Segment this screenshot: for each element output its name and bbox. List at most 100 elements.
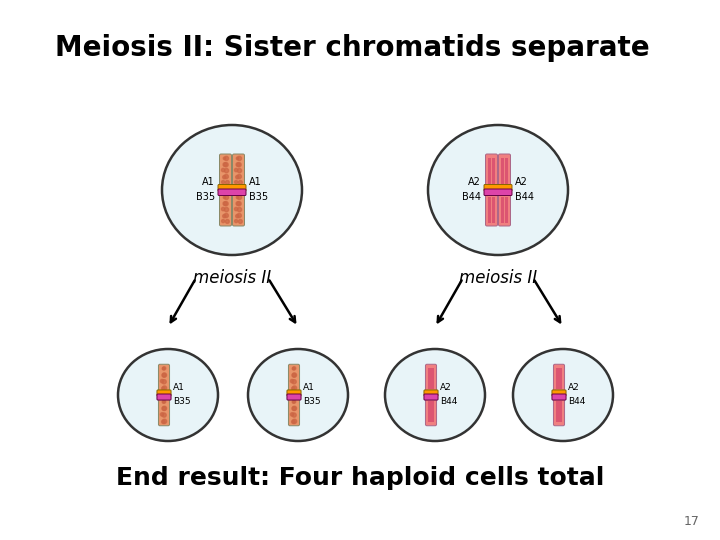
Circle shape (222, 168, 225, 172)
Circle shape (162, 401, 165, 403)
Circle shape (292, 386, 297, 390)
Circle shape (292, 401, 294, 403)
Circle shape (224, 174, 228, 179)
Circle shape (161, 413, 163, 416)
Ellipse shape (428, 125, 568, 255)
Text: B44: B44 (462, 192, 481, 202)
Bar (560, 368, 562, 389)
Bar (503, 158, 504, 184)
FancyBboxPatch shape (158, 397, 169, 426)
Text: A1: A1 (202, 177, 215, 187)
FancyBboxPatch shape (233, 154, 245, 187)
Ellipse shape (513, 349, 613, 441)
Circle shape (225, 219, 229, 224)
Bar (506, 158, 508, 184)
Bar (430, 401, 431, 422)
Circle shape (225, 156, 228, 160)
Bar (506, 197, 508, 222)
Circle shape (292, 407, 296, 410)
FancyBboxPatch shape (484, 185, 512, 191)
Text: B44: B44 (440, 397, 457, 407)
Circle shape (238, 207, 242, 212)
Circle shape (238, 168, 242, 173)
Circle shape (161, 387, 165, 390)
Bar (559, 368, 560, 389)
Circle shape (163, 386, 166, 390)
Bar (503, 197, 504, 222)
Circle shape (162, 413, 166, 417)
Circle shape (238, 219, 243, 224)
FancyBboxPatch shape (426, 397, 436, 426)
Circle shape (224, 201, 228, 206)
Circle shape (236, 196, 239, 199)
Bar (492, 158, 493, 184)
FancyBboxPatch shape (424, 394, 438, 400)
Text: B44: B44 (568, 397, 585, 407)
Circle shape (222, 214, 226, 218)
FancyBboxPatch shape (220, 193, 232, 226)
Bar (505, 158, 506, 184)
Circle shape (292, 400, 296, 403)
Text: A2: A2 (515, 177, 528, 187)
Circle shape (235, 219, 238, 222)
FancyBboxPatch shape (287, 394, 301, 400)
Bar (428, 368, 430, 389)
Circle shape (292, 387, 295, 390)
FancyBboxPatch shape (233, 193, 245, 226)
FancyBboxPatch shape (218, 185, 246, 191)
Text: B44: B44 (515, 192, 534, 202)
Circle shape (237, 163, 241, 167)
FancyBboxPatch shape (498, 193, 510, 226)
Ellipse shape (162, 125, 302, 255)
Text: Meiosis II: Sister chromatids separate: Meiosis II: Sister chromatids separate (55, 34, 649, 62)
Circle shape (292, 373, 296, 377)
Circle shape (235, 207, 238, 211)
Circle shape (223, 201, 227, 206)
FancyBboxPatch shape (552, 394, 566, 400)
Bar (559, 401, 560, 422)
Text: A2: A2 (468, 177, 481, 187)
Circle shape (223, 157, 226, 160)
Bar (558, 368, 559, 389)
Circle shape (163, 419, 166, 423)
FancyBboxPatch shape (289, 397, 300, 426)
FancyBboxPatch shape (552, 390, 566, 396)
Circle shape (235, 176, 239, 179)
Bar (490, 158, 491, 184)
Circle shape (237, 201, 241, 206)
Circle shape (222, 180, 225, 184)
Circle shape (222, 219, 225, 222)
Circle shape (235, 168, 238, 172)
Circle shape (292, 380, 296, 384)
Bar (493, 158, 495, 184)
Circle shape (292, 413, 296, 417)
Circle shape (236, 157, 239, 160)
Text: B35: B35 (173, 397, 191, 407)
Ellipse shape (248, 349, 348, 441)
Circle shape (222, 176, 226, 179)
Text: A2: A2 (440, 382, 452, 392)
Bar (490, 197, 491, 222)
Circle shape (225, 207, 229, 212)
Text: B35: B35 (196, 192, 215, 202)
FancyBboxPatch shape (289, 364, 300, 393)
Circle shape (236, 163, 240, 166)
Ellipse shape (118, 349, 218, 441)
Circle shape (237, 174, 241, 179)
FancyBboxPatch shape (157, 390, 171, 396)
Circle shape (163, 367, 166, 370)
Circle shape (224, 213, 228, 218)
Circle shape (162, 380, 166, 384)
Circle shape (236, 201, 240, 206)
FancyBboxPatch shape (498, 154, 510, 187)
Circle shape (292, 420, 295, 423)
Circle shape (163, 406, 166, 410)
FancyBboxPatch shape (484, 189, 512, 195)
Text: meiosis II: meiosis II (459, 269, 537, 287)
Bar (492, 197, 493, 222)
Bar (488, 197, 490, 222)
Text: End result: Four haploid cells total: End result: Four haploid cells total (116, 466, 604, 490)
Circle shape (292, 373, 297, 377)
Text: B35: B35 (303, 397, 320, 407)
Text: A1: A1 (303, 382, 315, 392)
